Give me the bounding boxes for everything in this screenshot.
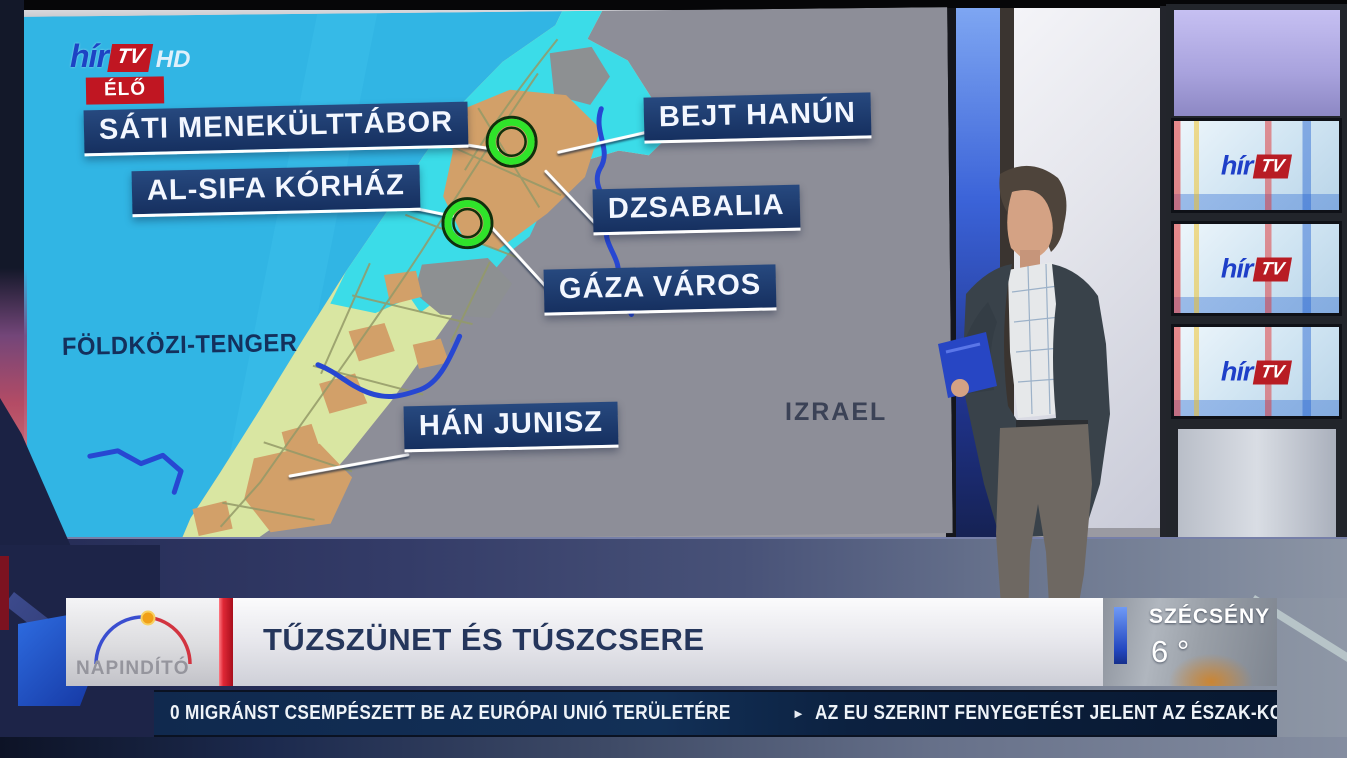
weather-temperature: 6 ° <box>1151 634 1189 670</box>
live-badge: ÉLŐ <box>85 76 165 105</box>
map-label-al-sifa-korhaz: AL-SIFA KÓRHÁZ <box>131 164 421 218</box>
studio-floor-riser <box>0 537 1347 601</box>
weather-temp-value: 6 <box>1151 634 1169 669</box>
monitor-2: hír TV <box>1171 221 1342 316</box>
presenter-shirt-plaid <box>1011 263 1061 415</box>
map-label-sati-menekulttabor: SÁTI MENEKÜLTTÁBOR <box>83 101 469 157</box>
lower-third-red-stripe <box>219 598 233 686</box>
hirtv-logo: hír TV <box>1220 253 1293 284</box>
monitor-2-screen: hír TV <box>1174 224 1339 313</box>
screen-right-bezel <box>946 8 956 568</box>
presenter <box>938 165 1110 639</box>
map-label-bejt-hanun: BEJT HANÚN <box>643 92 872 144</box>
al-sifa-hospital-marker <box>441 197 494 250</box>
channel-logo-hd: HD <box>155 46 191 73</box>
weather-blue-bar <box>1114 607 1127 664</box>
tower-light-panel <box>1174 10 1340 116</box>
letterbox-top <box>0 0 1347 10</box>
hirtv-logo-tv: TV <box>1252 360 1293 384</box>
sati-camp-marker <box>485 115 538 168</box>
map-label-dzsabalia: DZSABALIA <box>592 184 801 236</box>
monitor-1-screen: hír TV <box>1174 121 1339 210</box>
hirtv-logo: hír TV <box>1220 356 1293 387</box>
show-logo-text: NAPINDÍTÓ <box>76 658 190 679</box>
weather-widget: SZÉCSÉNY 6 ° <box>1103 598 1277 686</box>
channel-logo-hir: hír <box>70 38 109 74</box>
channel-logo-tv: TV <box>107 44 153 72</box>
floor-bottom-strip <box>0 737 1347 758</box>
monitor-3: hír TV <box>1171 324 1342 419</box>
presenter-trousers <box>996 424 1092 622</box>
monitor-3-screen: hír TV <box>1174 327 1339 416</box>
sun-icon <box>140 610 156 626</box>
napindito-arc <box>94 610 192 665</box>
ticker-item-1: 0 MIGRÁNST CSEMPÉSZETT BE AZ EURÓPAI UNI… <box>170 702 731 724</box>
sea-label: FÖLDKÖZI-TENGER <box>61 328 298 361</box>
weather-degree-symbol: ° <box>1176 634 1190 669</box>
presenter-face <box>1007 190 1053 260</box>
hirtv-logo-hir: hír <box>1220 150 1254 180</box>
headline-text: TŰZSZÜNET ÉS TÚSZCSERE <box>263 622 705 657</box>
show-logo-box: NAPINDÍTÓ <box>66 598 219 686</box>
left-red-sliver <box>0 556 9 630</box>
presenter-neck <box>1020 250 1040 268</box>
weather-city: SZÉCSÉNY <box>1149 605 1271 628</box>
monitor-tower: hír TV hír TV hír TV <box>1166 4 1347 549</box>
news-ticker: 0 MIGRÁNST CSEMPÉSZETT BE AZ EURÓPAI UNI… <box>154 690 1277 737</box>
hirtv-logo-hir: hír <box>1220 253 1254 283</box>
israel-label: IZRAEL <box>785 398 888 426</box>
tower-pillar <box>1178 429 1336 547</box>
map-label-gaza-varos: GÁZA VÁROS <box>543 264 777 316</box>
arc-blue-half <box>94 615 144 665</box>
map-label-han-junisz: HÁN JUNISZ <box>403 401 619 453</box>
ticker-item-2: AZ EU SZERINT FENYEGETÉST JELENT AZ ÉSZA… <box>814 702 1277 724</box>
tablet-detail <box>945 342 981 354</box>
hirtv-logo-tv: TV <box>1252 257 1293 281</box>
monitor-1: hír TV <box>1171 118 1342 213</box>
presenter-hand <box>951 379 969 397</box>
presenter-belt <box>1016 420 1088 429</box>
hirtv-logo-hir: hír <box>1220 356 1254 386</box>
hirtv-logo: hír TV <box>1220 150 1293 181</box>
channel-logo: hír TV HD <box>70 38 190 76</box>
presenter-notes-tablet <box>938 332 997 398</box>
ticker-separator-icon: ► <box>791 706 805 721</box>
hirtv-logo-tv: TV <box>1252 154 1293 178</box>
